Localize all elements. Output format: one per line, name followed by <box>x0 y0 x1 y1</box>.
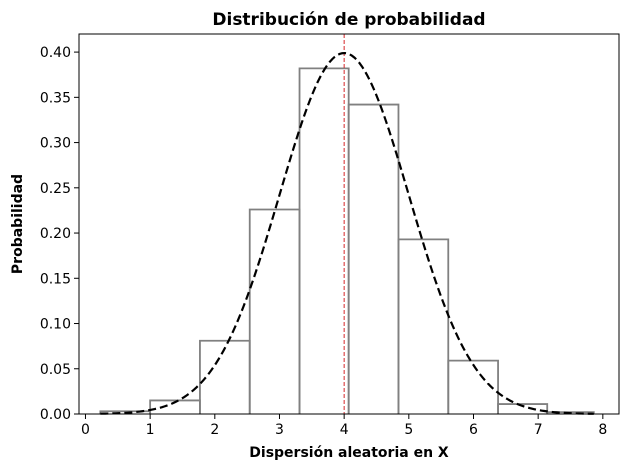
x-axis: 0 1 2 3 4 5 6 7 8 <box>81 414 607 438</box>
histogram-bar <box>248 208 301 414</box>
x-axis-label: Dispersión aleatoria en X <box>249 445 449 461</box>
y-axis: 0.00 0.05 0.10 0.15 0.20 0.25 0.30 0.35 0.40 <box>40 45 79 423</box>
x-tick-label: 2 <box>210 422 219 438</box>
y-tick-label: 0.05 <box>40 362 71 378</box>
y-tick-label: 0.00 <box>40 407 71 423</box>
histogram-bar <box>497 403 549 414</box>
x-tick-label: 4 <box>340 422 349 438</box>
histogram-bar <box>347 103 400 414</box>
x-tick-label: 5 <box>404 422 413 438</box>
y-tick-label: 0.40 <box>40 45 71 61</box>
histogram-bar <box>397 238 450 414</box>
x-tick-label: 1 <box>146 422 155 438</box>
x-tick-label: 0 <box>81 422 90 438</box>
chart-title: Distribución de probabilidad <box>212 10 485 30</box>
x-tick-label: 3 <box>275 422 284 438</box>
y-tick-label: 0.25 <box>40 181 71 197</box>
histogram-bar <box>199 339 251 414</box>
histogram-bar <box>298 67 350 414</box>
x-tick-label: 7 <box>534 422 543 438</box>
histogram-bar <box>447 359 499 414</box>
plot-frame <box>78 33 620 415</box>
y-tick-label: 0.15 <box>40 271 71 287</box>
y-tick-label: 0.10 <box>40 317 71 333</box>
x-tick-label: 6 <box>469 422 478 438</box>
y-tick-label: 0.30 <box>40 136 71 152</box>
plot-area <box>99 34 595 415</box>
x-tick-label: 8 <box>598 422 607 438</box>
y-axis-label: Probabilidad <box>10 174 26 274</box>
y-tick-label: 0.20 <box>40 226 71 242</box>
y-tick-label: 0.35 <box>40 90 71 106</box>
normal-curve <box>100 51 594 415</box>
